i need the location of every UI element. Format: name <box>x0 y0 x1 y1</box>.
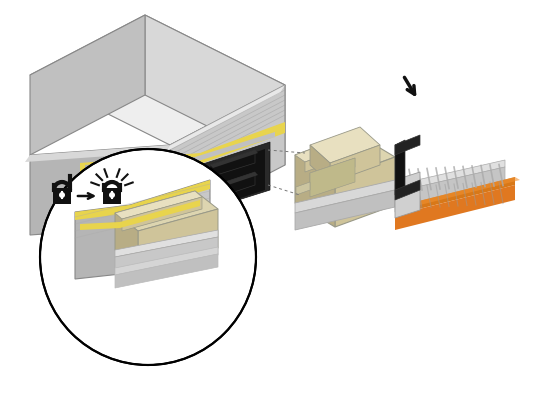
Polygon shape <box>80 153 200 174</box>
Polygon shape <box>105 168 210 215</box>
Polygon shape <box>200 122 285 164</box>
Polygon shape <box>210 172 255 200</box>
Circle shape <box>59 192 65 198</box>
Polygon shape <box>295 180 395 213</box>
Polygon shape <box>330 145 380 183</box>
Circle shape <box>40 149 256 365</box>
Polygon shape <box>75 205 130 220</box>
Polygon shape <box>395 172 420 218</box>
Polygon shape <box>210 172 258 190</box>
Polygon shape <box>295 155 335 227</box>
Polygon shape <box>395 167 505 212</box>
Polygon shape <box>395 160 505 192</box>
Polygon shape <box>335 157 395 227</box>
Polygon shape <box>120 200 200 228</box>
Polygon shape <box>25 145 170 162</box>
Polygon shape <box>295 133 365 162</box>
Polygon shape <box>295 190 395 230</box>
Polygon shape <box>296 182 310 195</box>
Polygon shape <box>395 185 515 230</box>
Polygon shape <box>145 15 285 165</box>
Polygon shape <box>210 149 265 208</box>
Polygon shape <box>80 222 120 230</box>
Polygon shape <box>165 85 285 152</box>
Polygon shape <box>53 188 71 204</box>
Polygon shape <box>130 180 210 213</box>
Polygon shape <box>115 247 218 275</box>
Polygon shape <box>310 158 355 197</box>
Polygon shape <box>75 205 130 279</box>
Polygon shape <box>310 158 355 182</box>
Polygon shape <box>115 191 218 231</box>
Polygon shape <box>130 180 210 273</box>
Polygon shape <box>115 213 138 269</box>
Polygon shape <box>310 145 330 183</box>
Polygon shape <box>395 177 520 210</box>
Polygon shape <box>30 15 285 145</box>
Polygon shape <box>170 85 285 225</box>
Polygon shape <box>30 145 170 235</box>
Polygon shape <box>395 177 515 215</box>
Polygon shape <box>210 150 258 168</box>
Polygon shape <box>30 15 145 155</box>
Polygon shape <box>103 188 121 204</box>
Polygon shape <box>210 150 255 177</box>
Polygon shape <box>115 230 218 257</box>
Polygon shape <box>115 191 202 219</box>
Polygon shape <box>295 133 395 179</box>
Polygon shape <box>395 140 405 195</box>
Polygon shape <box>195 132 275 162</box>
Polygon shape <box>85 157 195 170</box>
Polygon shape <box>100 165 200 219</box>
Polygon shape <box>115 254 218 288</box>
Polygon shape <box>310 127 380 163</box>
Polygon shape <box>395 180 420 200</box>
Polygon shape <box>395 135 420 155</box>
Circle shape <box>109 192 115 198</box>
Polygon shape <box>200 142 270 212</box>
Polygon shape <box>305 140 365 172</box>
Polygon shape <box>138 209 218 269</box>
Polygon shape <box>115 237 218 275</box>
Polygon shape <box>122 197 202 231</box>
